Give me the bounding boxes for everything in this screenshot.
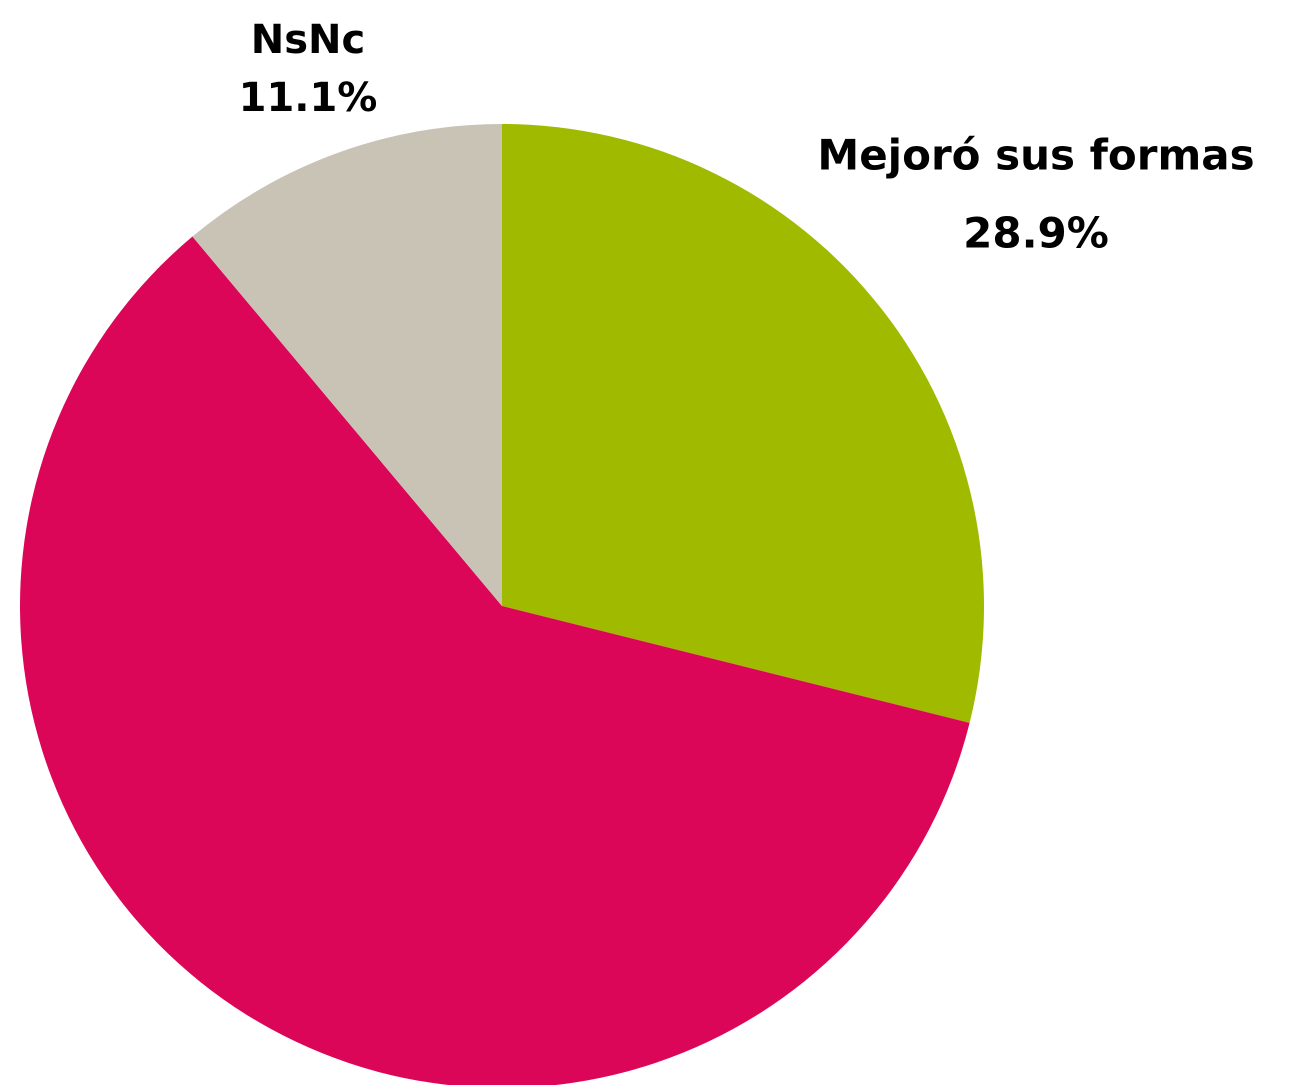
pie-slice xyxy=(502,124,984,723)
slice-label: NsNc xyxy=(251,17,365,63)
pie-slice xyxy=(20,236,970,1085)
pie-slice xyxy=(192,124,503,606)
value-label: 11.1% xyxy=(239,75,378,121)
slice-label: Mejoró sus formas xyxy=(817,131,1254,180)
value-label: 28.9% xyxy=(963,209,1109,258)
